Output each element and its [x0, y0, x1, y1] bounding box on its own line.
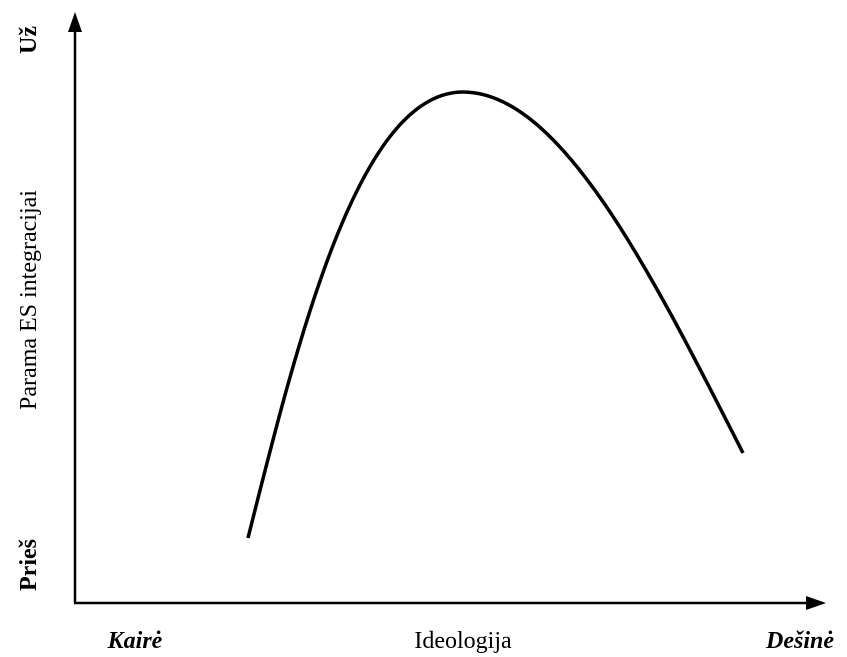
y-axis-label: Parama ES integracijai [16, 190, 42, 410]
y-bottom-label: Prieš [16, 539, 42, 591]
x-left-label: Kairė [107, 628, 163, 654]
x-arrow [806, 596, 826, 610]
y-arrow [68, 12, 82, 32]
x-right-label: Dešinė [765, 628, 834, 654]
x-axis-label: Ideologija [414, 628, 512, 654]
y-top-label: Už [16, 26, 42, 54]
curve [246, 90, 745, 539]
